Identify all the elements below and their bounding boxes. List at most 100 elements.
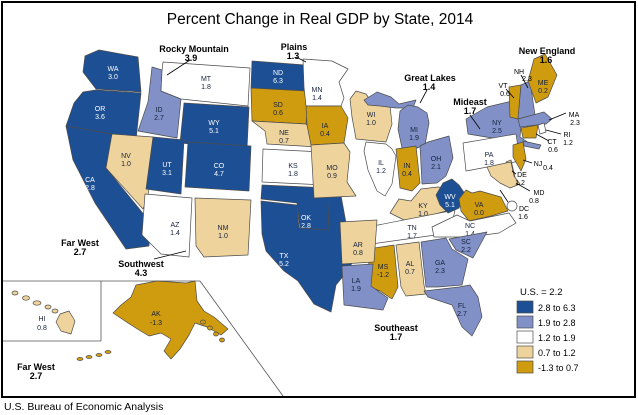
southwest-callout-line: [153, 250, 187, 260]
state-la-value: 1.9: [351, 286, 361, 293]
state-az: AZ 1.4: [141, 193, 193, 258]
state-sc-abbr: SC: [461, 239, 471, 246]
state-id-value: 2.7: [154, 115, 164, 122]
state-tx-value: 5.2: [279, 261, 289, 268]
nh-callout-line: [520, 74, 529, 89]
region-far-west-value: 2.7: [74, 247, 87, 257]
state-vt-abbr: VT: [499, 83, 509, 90]
state-ri-value: 1.2: [563, 140, 573, 147]
figure-title: Percent Change in Real GDP by State, 201…: [167, 11, 474, 28]
state-nc-abbr: NC: [465, 223, 475, 230]
state-nh-abbr: NH: [514, 69, 524, 76]
legend-swatch-4: [516, 345, 534, 359]
state-ne-abbr: NE: [279, 130, 289, 137]
state-wa-shape: [82, 49, 142, 93]
region-far-west-inset-name: Far West: [17, 362, 55, 372]
state-ms-value: -1.2: [377, 272, 389, 279]
region-plains-name: Plains: [281, 42, 308, 52]
legend-label-4: 0.7 to 1.2: [538, 348, 576, 358]
state-nd-abbr: ND: [273, 70, 283, 77]
state-dc: DC 1.6: [499, 189, 529, 221]
state-ut-value: 3.1: [162, 170, 172, 177]
legend-swatch-1: [516, 300, 534, 314]
state-ks-value: 1.8: [288, 171, 298, 178]
state-mt-value: 1.8: [201, 84, 211, 91]
great-lakes-callout-line: [419, 89, 428, 104]
state-de-value: 1.2: [515, 180, 525, 187]
state-mt-abbr: MT: [201, 76, 212, 83]
state-mn-shape: [302, 58, 349, 107]
state-nm-value: 1.0: [218, 233, 228, 240]
region-new-england-value: 1.6: [540, 55, 553, 65]
state-va-shape: [458, 189, 509, 222]
state-md-abbr: MD: [534, 190, 545, 197]
state-me: ME 0.2: [527, 53, 558, 104]
state-mo-abbr: MO: [326, 165, 338, 172]
state-ak: AK -1.3: [76, 280, 229, 361]
state-ar-shape: [339, 219, 378, 265]
state-or-abbr: OR: [95, 106, 106, 113]
state-nc-value: 1.4: [465, 231, 475, 238]
region-great-lakes-value: 1.4: [423, 82, 436, 92]
state-ks-abbr: KS: [288, 163, 298, 170]
state-nh-value: 2.3: [522, 76, 532, 83]
state-ia-abbr: IA: [322, 123, 329, 130]
state-dc-value: 1.6: [518, 214, 528, 221]
legend-label-5: -1.3 to 0.7: [538, 363, 579, 373]
legend-swatch-3: [516, 330, 534, 344]
legend-label-1: 2.8 to 6.3: [538, 303, 576, 313]
aleutian-island: [104, 350, 112, 354]
state-ky-value: 1.0: [418, 211, 428, 218]
state-hi: HI 0.8: [11, 290, 76, 335]
state-wv-value: 5.1: [445, 202, 455, 209]
state-va: VA 0.0: [458, 189, 509, 222]
state-ok-abbr: OK: [301, 215, 311, 222]
aleutian-island: [85, 355, 93, 359]
legend-swatch-2: [516, 315, 534, 329]
region-rocky-mountain-value: 3.9: [185, 53, 198, 63]
state-va-abbr: VA: [475, 202, 484, 209]
state-ri-shape: [537, 122, 547, 135]
state-mi: MI 1.9: [363, 91, 430, 149]
state-in-abbr: IN: [404, 163, 411, 170]
state-ky-abbr: KY: [418, 203, 428, 210]
region-southwest-name: Southwest: [118, 259, 164, 269]
state-hi-value: 0.8: [37, 325, 47, 332]
state-me-shape: [527, 53, 558, 104]
state-vt-value: 0.6: [500, 91, 510, 98]
legend-swatch-5: [516, 360, 534, 374]
state-ut-shape: [145, 136, 185, 195]
state-ct-value: 0.6: [548, 147, 558, 154]
state-ma-abbr: MA: [569, 112, 580, 119]
state-ct: [520, 124, 539, 139]
state-ca-abbr: CA: [85, 177, 95, 184]
ak-archipelago-island: [200, 319, 206, 325]
state-ak-shape: [112, 280, 229, 360]
state-fl-value: 2.7: [457, 311, 467, 318]
state-wy-value: 5.1: [209, 128, 219, 135]
state-ga-value: 2.3: [435, 268, 445, 275]
state-ia: IA 0.4: [305, 105, 349, 146]
state-mn-abbr: MN: [312, 87, 323, 94]
state-va-value: 0.0: [474, 210, 484, 217]
dc-callout-line: [499, 189, 509, 203]
state-nd: ND 6.3: [250, 60, 308, 92]
state-ga-abbr: GA: [435, 260, 445, 267]
state-ut: UT 3.1: [145, 136, 185, 195]
state-fl-abbr: FL: [458, 303, 466, 310]
state-nc: NC 1.4: [431, 212, 517, 238]
dc-circle: [506, 200, 518, 212]
region-southwest-value: 4.3: [135, 268, 148, 278]
state-mt-shape: [160, 61, 251, 107]
state-co-value: 4.7: [214, 171, 224, 178]
state-il-abbr: IL: [378, 160, 384, 167]
region-rocky-mountain-name: Rocky Mountain: [159, 44, 229, 54]
state-sd-value: 0.6: [273, 110, 283, 117]
state-de-abbr: DE: [517, 172, 527, 179]
legend-label-2: 1.9 to 2.8: [538, 318, 576, 328]
state-oh-abbr: OH: [431, 156, 442, 163]
state-oh-value: 2.1: [431, 164, 441, 171]
aleutian-island: [95, 353, 103, 357]
state-wi-abbr: WI: [367, 112, 376, 119]
state-dc-abbr: DC: [519, 206, 529, 213]
